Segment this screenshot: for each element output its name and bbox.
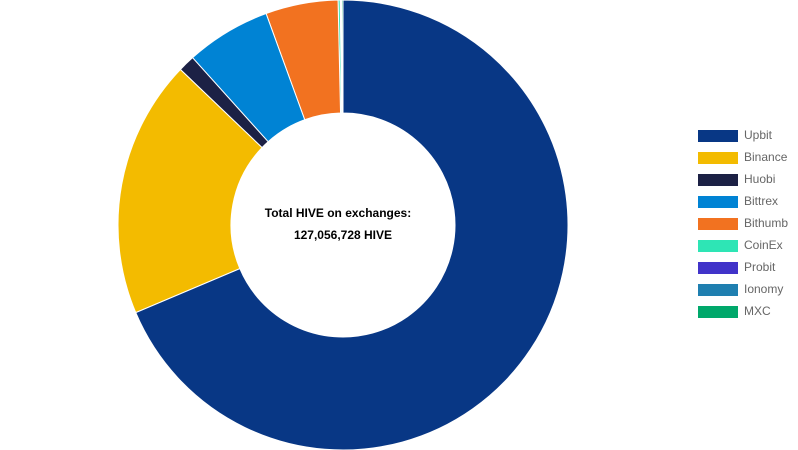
legend-swatch [698, 306, 738, 318]
legend-label: Binance [744, 150, 788, 164]
slice [265, 0, 342, 121]
legend-label: Upbit [744, 128, 773, 142]
legend-swatch [698, 152, 738, 164]
legend-swatch [698, 240, 738, 252]
slice [179, 56, 269, 149]
legend-label: Ionomy [744, 282, 783, 296]
legend-swatch [698, 284, 738, 296]
legend-label: Probit [744, 260, 776, 274]
legend-swatch [698, 196, 738, 208]
legend-swatch [698, 130, 738, 142]
legend-label: Bittrex [744, 194, 778, 208]
center-total: 127,056,728 HIVE [294, 228, 392, 242]
legend-label: Bithumb [744, 216, 788, 230]
slice [191, 12, 306, 143]
slice [117, 68, 263, 314]
legend-label: MXC [744, 304, 771, 318]
legend-label: CoinEx [744, 238, 783, 252]
legend-label: Huobi [744, 172, 775, 186]
legend-swatch [698, 262, 738, 274]
center-title: Total HIVE on exchanges: [265, 206, 411, 220]
legend-swatch [698, 174, 738, 186]
slice [135, 0, 569, 450]
legend-swatch [698, 218, 738, 230]
